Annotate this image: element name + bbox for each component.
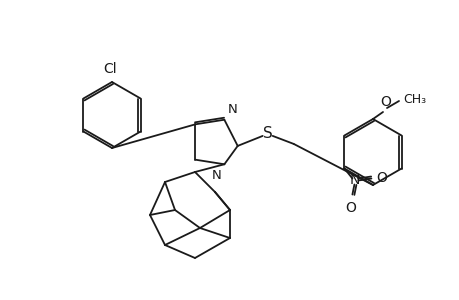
Text: N: N — [348, 173, 359, 188]
Text: O: O — [344, 200, 355, 214]
Text: S: S — [262, 126, 272, 141]
Text: N: N — [227, 103, 236, 116]
Text: O: O — [375, 172, 386, 185]
Text: Cl: Cl — [103, 62, 117, 76]
Text: N: N — [211, 169, 221, 182]
Text: CH₃: CH₃ — [402, 92, 425, 106]
Text: O: O — [380, 95, 391, 109]
